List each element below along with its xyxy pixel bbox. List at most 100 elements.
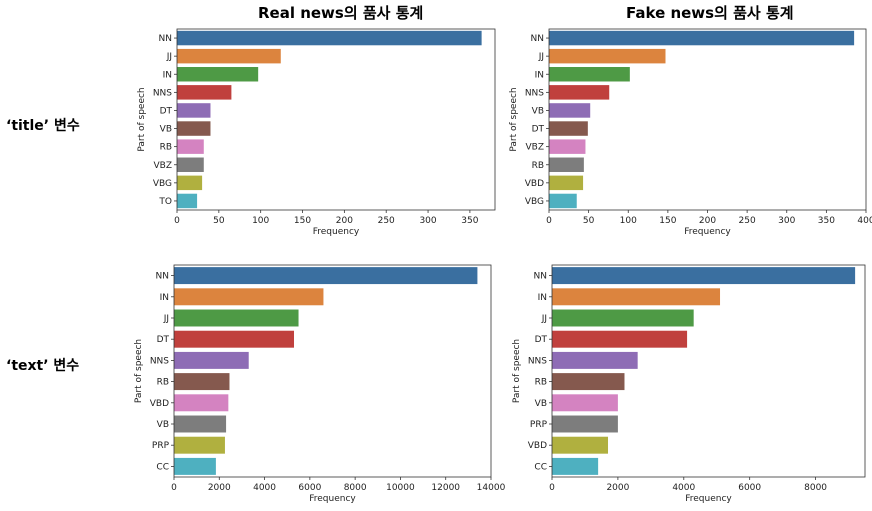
category-tick-label: DT xyxy=(160,106,173,116)
category-tick-label: PRP xyxy=(530,420,548,430)
category-tick-label: JJ xyxy=(541,314,547,324)
category-tick-label: VB xyxy=(535,399,547,409)
category-tick-label: RB xyxy=(532,161,544,171)
x-tick-label: 200 xyxy=(336,216,353,226)
plot-frame xyxy=(173,264,492,478)
bar-jj xyxy=(177,48,281,64)
category-tick-label: NN xyxy=(531,34,544,44)
bar-dt xyxy=(552,330,688,348)
bar-nns xyxy=(552,351,638,369)
text-variable-row-label: ‘text’ 변수 xyxy=(6,358,80,374)
x-axis-label: Frequency xyxy=(313,227,360,237)
x-axis-label: Frequency xyxy=(309,494,356,504)
category-tick-label: JJ xyxy=(538,52,544,62)
y-axis-label: Part of speech xyxy=(137,87,147,151)
category-tick-label: VBD xyxy=(150,399,169,409)
category-tick-label: JJ xyxy=(163,314,169,324)
bar-rb xyxy=(549,157,584,172)
bar-rb xyxy=(552,373,625,391)
y-axis-label: Part of speech xyxy=(512,339,522,403)
x-tick-label: 200 xyxy=(699,216,716,226)
category-tick-label: NNS xyxy=(528,356,547,366)
bar-dt xyxy=(177,103,211,118)
x-tick-label: 8000 xyxy=(344,483,367,493)
x-tick-label: 4000 xyxy=(672,483,695,493)
bar-nn xyxy=(177,30,482,46)
category-tick-label: CC xyxy=(534,462,547,472)
x-tick-label: 0 xyxy=(171,483,177,493)
category-tick-label: RB xyxy=(160,143,172,153)
x-tick-label: 6000 xyxy=(738,483,761,493)
category-tick-label: DT xyxy=(157,335,170,345)
bar-nns xyxy=(177,85,232,100)
bar-vbg xyxy=(549,193,577,209)
bar-vbd xyxy=(552,436,609,454)
x-tick-label: 150 xyxy=(659,216,676,226)
category-tick-label: VB xyxy=(532,106,544,116)
bar-rb xyxy=(174,373,230,391)
bar-in xyxy=(549,67,630,82)
x-tick-label: 300 xyxy=(778,216,795,226)
category-tick-label: VBG xyxy=(525,197,544,207)
x-tick-label: 0 xyxy=(174,216,180,226)
bar-to xyxy=(177,193,198,209)
x-tick-label: 350 xyxy=(461,216,478,226)
category-tick-label: VB xyxy=(160,125,172,135)
category-tick-label: CC xyxy=(156,462,169,472)
category-tick-label: IN xyxy=(160,293,169,303)
bar-vb xyxy=(549,103,591,118)
bar-vbz xyxy=(549,139,586,154)
category-tick-label: NN xyxy=(159,34,172,44)
bar-nn xyxy=(174,267,478,285)
x-tick-label: 2000 xyxy=(208,483,231,493)
bar-prp xyxy=(174,436,225,454)
bar-cc xyxy=(552,457,599,475)
plot-frame xyxy=(551,264,866,478)
x-tick-label: 300 xyxy=(419,216,436,226)
plot-frame xyxy=(176,28,496,211)
category-tick-label: IN xyxy=(163,70,172,80)
bar-vbd xyxy=(549,175,584,191)
bar-dt xyxy=(549,121,588,136)
category-tick-label: TO xyxy=(158,197,172,207)
bar-prp xyxy=(552,415,618,433)
bar-cc xyxy=(174,457,216,475)
x-tick-label: 50 xyxy=(583,216,595,226)
category-tick-label: JJ xyxy=(166,52,172,62)
category-tick-label: DT xyxy=(535,335,548,345)
category-tick-label: VBD xyxy=(525,179,544,189)
category-tick-label: PRP xyxy=(152,441,170,451)
category-tick-label: RB xyxy=(157,378,169,388)
bar-in xyxy=(552,288,721,306)
category-tick-label: IN xyxy=(538,293,547,303)
category-tick-label: NNS xyxy=(150,356,169,366)
category-tick-label: VBD xyxy=(528,441,547,451)
category-tick-label: VB xyxy=(157,420,169,430)
x-tick-label: 350 xyxy=(818,216,835,226)
category-tick-label: NNS xyxy=(525,88,544,98)
x-tick-label: 0 xyxy=(546,216,552,226)
bar-in xyxy=(177,67,259,82)
bar-nn xyxy=(552,267,856,285)
category-tick-label: VBG xyxy=(153,179,172,189)
category-tick-label: NNS xyxy=(153,88,172,98)
x-tick-label: 250 xyxy=(739,216,756,226)
title-variable-row-label: ‘title’ 변수 xyxy=(6,118,80,134)
x-tick-label: 400 xyxy=(857,216,872,226)
bar-vb xyxy=(177,121,211,136)
bar-in xyxy=(174,288,324,306)
bar-nns xyxy=(174,351,249,369)
bar-vbg xyxy=(177,175,203,191)
x-axis-label: Frequency xyxy=(684,227,731,237)
x-tick-label: 0 xyxy=(549,483,555,493)
bar-rb xyxy=(177,139,204,154)
bar-vb xyxy=(174,415,227,433)
x-tick-label: 100 xyxy=(252,216,269,226)
x-tick-label: 50 xyxy=(213,216,225,226)
y-axis-label: Part of speech xyxy=(509,87,519,151)
real-news-column-title: Real news의 품사 통계 xyxy=(258,4,424,22)
category-tick-label: NN xyxy=(156,272,169,282)
